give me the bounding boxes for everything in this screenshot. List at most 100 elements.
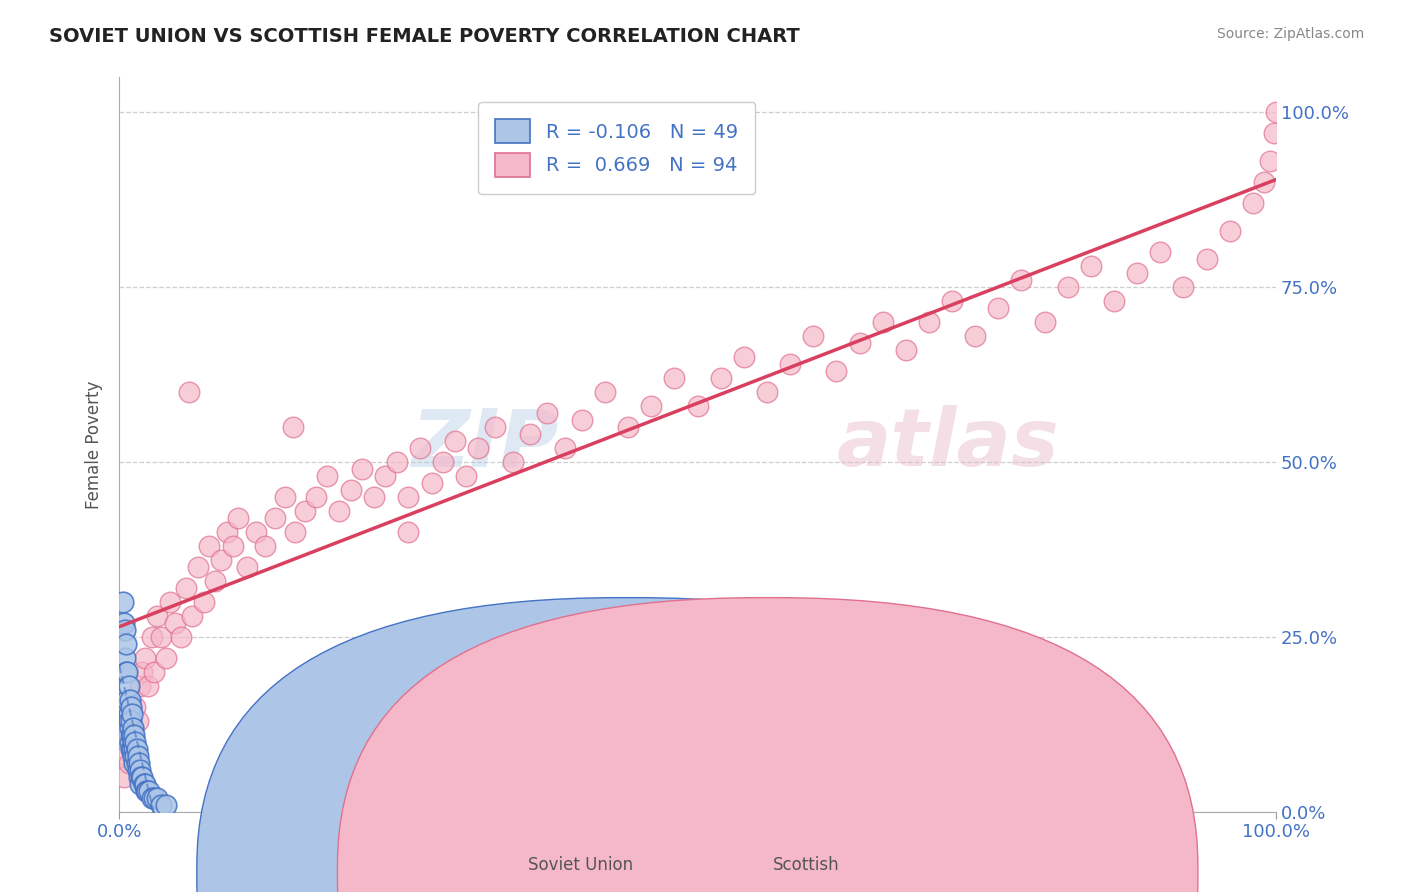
Point xyxy=(1253,175,1275,189)
Point xyxy=(124,748,146,763)
Point xyxy=(228,511,250,525)
Point xyxy=(467,441,489,455)
Point xyxy=(894,343,917,357)
Point xyxy=(176,581,198,595)
Point xyxy=(664,371,686,385)
Text: atlas: atlas xyxy=(837,406,1059,483)
Point xyxy=(328,504,350,518)
Point xyxy=(134,776,156,790)
Point xyxy=(117,679,139,693)
Point xyxy=(1011,273,1033,287)
Point xyxy=(284,524,307,539)
Point xyxy=(129,679,152,693)
Point xyxy=(420,475,443,490)
Point xyxy=(117,714,139,728)
Point xyxy=(253,539,276,553)
Point xyxy=(128,756,150,770)
Point xyxy=(155,650,177,665)
Point xyxy=(1265,105,1288,120)
Point xyxy=(733,350,755,364)
Point xyxy=(159,595,181,609)
Point xyxy=(146,608,169,623)
Point xyxy=(593,385,616,400)
Point xyxy=(1241,196,1264,211)
Point xyxy=(1102,294,1125,309)
Point xyxy=(801,329,824,343)
Point xyxy=(756,385,779,400)
Point xyxy=(163,615,186,630)
Point xyxy=(143,790,166,805)
Point xyxy=(129,763,152,777)
Point xyxy=(118,734,141,748)
Point xyxy=(193,595,215,609)
Point xyxy=(181,608,204,623)
Point xyxy=(215,524,238,539)
Point xyxy=(125,756,148,770)
Point xyxy=(120,699,142,714)
Point xyxy=(169,630,191,644)
Point xyxy=(120,741,142,756)
Point xyxy=(122,721,145,735)
Point xyxy=(363,490,385,504)
Point xyxy=(273,490,295,504)
Point xyxy=(135,783,157,797)
Text: Scottish: Scottish xyxy=(773,856,839,874)
Point xyxy=(138,783,160,797)
Point xyxy=(114,623,136,637)
Point xyxy=(264,511,287,525)
Point xyxy=(941,294,963,309)
Point xyxy=(131,770,153,784)
Point xyxy=(398,524,420,539)
Point xyxy=(1195,252,1218,267)
Point xyxy=(125,741,148,756)
Point xyxy=(316,469,339,483)
Point xyxy=(124,756,146,770)
Point xyxy=(848,336,870,351)
Point xyxy=(132,776,155,790)
Point xyxy=(209,553,232,567)
Point xyxy=(122,734,145,748)
Point xyxy=(136,783,159,797)
Point xyxy=(127,763,149,777)
Point xyxy=(1080,259,1102,273)
Point xyxy=(221,539,243,553)
Point xyxy=(120,728,142,742)
Point xyxy=(134,650,156,665)
Point xyxy=(149,797,172,812)
Point xyxy=(124,741,146,756)
Point xyxy=(245,524,267,539)
Point xyxy=(149,630,172,644)
Point xyxy=(141,790,163,805)
Point xyxy=(1033,315,1056,329)
Point xyxy=(443,434,465,448)
Point xyxy=(122,748,145,763)
Point xyxy=(117,706,139,721)
Point xyxy=(120,734,142,748)
Point xyxy=(177,385,200,400)
Point xyxy=(686,399,709,413)
Point xyxy=(112,615,135,630)
Point xyxy=(1149,245,1171,260)
Point xyxy=(124,734,146,748)
Point xyxy=(117,665,139,679)
Point xyxy=(124,728,146,742)
Point xyxy=(141,630,163,644)
Point xyxy=(127,748,149,763)
Text: Soviet Union: Soviet Union xyxy=(527,856,633,874)
Point xyxy=(640,399,662,413)
Point xyxy=(825,364,848,378)
Point xyxy=(617,420,640,434)
Point xyxy=(1258,154,1281,169)
Point xyxy=(235,559,257,574)
Legend: R = -0.106   N = 49, R =  0.669   N = 94: R = -0.106 N = 49, R = 0.669 N = 94 xyxy=(478,102,755,194)
Point xyxy=(117,692,139,706)
Point xyxy=(1173,280,1195,294)
Point xyxy=(502,455,524,469)
Point xyxy=(484,420,506,434)
Point xyxy=(710,371,733,385)
Point xyxy=(519,427,541,442)
Point xyxy=(131,665,153,679)
Point xyxy=(121,706,143,721)
Point xyxy=(129,770,152,784)
Point xyxy=(432,455,454,469)
